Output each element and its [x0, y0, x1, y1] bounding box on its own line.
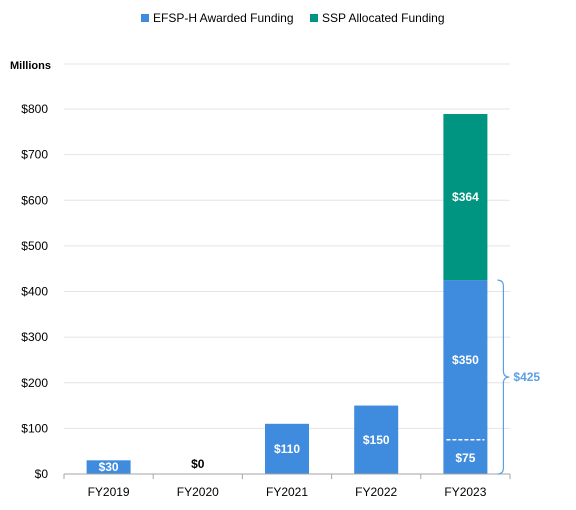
- y-tick-label: $400: [21, 285, 48, 299]
- bar-label: $75: [455, 451, 475, 465]
- x-tick-label: FY2019: [88, 485, 130, 499]
- y-tick-label: $600: [21, 193, 48, 207]
- y-tick-label: $0: [35, 467, 49, 481]
- bar: [86, 460, 131, 474]
- bar: [443, 280, 488, 474]
- x-tick-label: FY2020: [177, 485, 219, 499]
- gridlines: [64, 63, 510, 429]
- bar: [354, 405, 399, 474]
- x-tick-label: FY2022: [355, 485, 397, 499]
- x-tick-label: FY2021: [266, 485, 308, 499]
- x-axis: FY2019 FY2020 FY2021 FY2022 FY2023: [63, 473, 511, 499]
- bars: $30 $0 $110 $150 $350 $364: [86, 114, 488, 474]
- bracket: [497, 279, 510, 475]
- bar: [265, 423, 309, 474]
- legend: EFSP-H Awarded Funding SSP Allocated Fund…: [141, 11, 445, 25]
- bar-label: $110: [274, 442, 300, 456]
- y-tick-label: $300: [21, 330, 48, 344]
- y-tick-label: $500: [21, 239, 48, 253]
- bar-label: $350: [452, 353, 479, 367]
- bar-label: $30: [99, 460, 119, 474]
- bracket-total-label: $425: [513, 370, 540, 384]
- y-tick-label: $200: [21, 376, 48, 390]
- y-axis-unit-label: Millions: [10, 60, 51, 72]
- bar: [443, 114, 488, 281]
- legend-swatch: [310, 14, 318, 22]
- y-tick-label: $700: [21, 148, 48, 162]
- y-tick-label: $100: [21, 421, 48, 435]
- bar-label: $364: [452, 190, 479, 204]
- annotations: $75 $425: [446, 279, 540, 475]
- legend-swatch: [141, 14, 149, 22]
- x-tick-label: FY2023: [444, 485, 486, 499]
- bar-label: $150: [363, 433, 390, 447]
- legend-label: SSP Allocated Funding: [322, 11, 445, 25]
- y-tick-label: $800: [21, 102, 48, 116]
- bar-label: $0: [191, 457, 205, 471]
- legend-label: EFSP-H Awarded Funding: [153, 11, 294, 25]
- y-axis-ticks: $0 $100 $200 $300 $400 $500 $600 $700 $800: [21, 102, 48, 481]
